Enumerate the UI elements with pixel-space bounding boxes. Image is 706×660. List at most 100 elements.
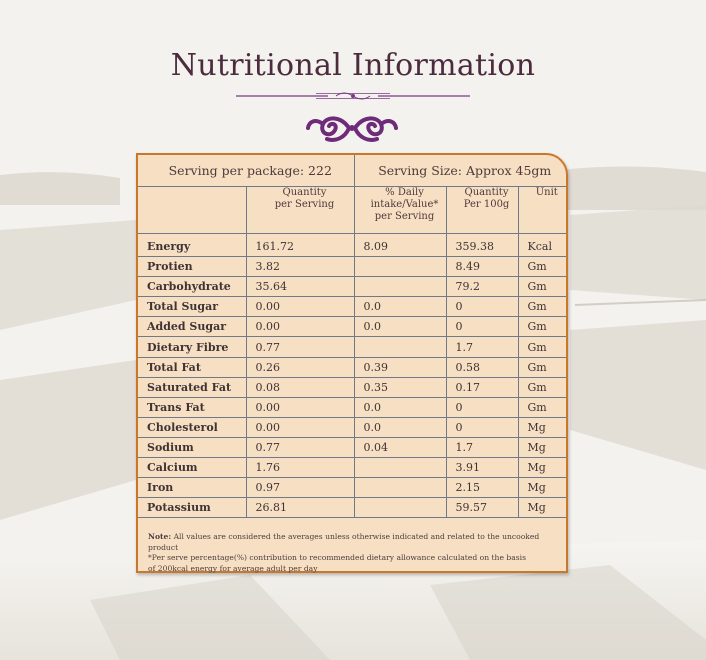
nutrient-name: Dietary Fibre	[138, 336, 247, 358]
unit-value: Gm	[517, 316, 567, 338]
per-100g-value: 0	[445, 296, 519, 318]
daily-intake-value: 0.0	[353, 316, 447, 338]
nutrient-name: Saturated Fat	[138, 376, 247, 398]
notes: Note: All values are considered the aver…	[148, 532, 560, 574]
per-serving-value: 0.00	[245, 396, 355, 418]
purple-flourish-ornament	[306, 116, 398, 142]
daily-intake-value: 0.35	[353, 376, 447, 398]
table-row: Energy 161.72 8.09 359.38 Kcal	[138, 233, 567, 258]
nutrient-name: Calcium	[138, 457, 247, 479]
per-serving-value: 1.76	[245, 457, 355, 479]
per-100g-value: 0	[445, 396, 519, 418]
table-row: Carbohydrate 35.64 79.2 Gm	[138, 276, 567, 298]
nutrition-card: Serving per package: 222 Serving Size: A…	[136, 153, 568, 573]
unit-value: Gm	[517, 336, 567, 358]
nutrient-name: Sodium	[138, 436, 247, 459]
daily-intake-value	[353, 256, 447, 278]
per-100g-value: 1.7	[445, 336, 519, 358]
nutrient-name: Protien	[138, 256, 247, 278]
nutrient-name: Energy	[138, 233, 247, 258]
note-label: Note:	[148, 532, 172, 541]
per-serving-value: 0.26	[245, 356, 355, 378]
unit-value: Mg	[517, 436, 567, 459]
column-header-row: Quantity per Serving % Daily intake/Valu…	[138, 186, 567, 234]
header-qty-per-serving: Quantity per Serving	[245, 186, 355, 234]
unit-value: Gm	[517, 376, 567, 398]
page-title: Nutritional Information	[170, 48, 536, 83]
nutrient-name: Potassium	[138, 497, 247, 519]
per-100g-value: 0	[445, 416, 519, 438]
footnote-line-1: *Per serve percentage(%) contribution to…	[148, 553, 526, 562]
unit-value: Gm	[517, 396, 567, 418]
unit-value: Gm	[517, 296, 567, 318]
table-row: Total Fat 0.26 0.39 0.58 Gm	[138, 356, 567, 378]
nutrient-name: Total Fat	[138, 356, 247, 378]
daily-intake-value	[353, 457, 447, 479]
serving-row: Serving per package: 222 Serving Size: A…	[138, 155, 567, 187]
per-serving-value: 161.72	[245, 233, 355, 258]
daily-intake-value	[353, 276, 447, 298]
per-serving-value: 0.00	[245, 316, 355, 338]
per-serving-value: 3.82	[245, 256, 355, 278]
daily-intake-value: 0.0	[353, 396, 447, 418]
per-serving-value: 0.00	[245, 416, 355, 438]
nutrition-table: Serving per package: 222 Serving Size: A…	[138, 155, 567, 519]
title-underline-ornament	[236, 92, 470, 100]
footnote-line-2: of 200kcal energy for average adult per …	[148, 563, 318, 573]
nutrient-name: Trans Fat	[138, 396, 247, 418]
unit-value: Mg	[517, 416, 567, 438]
per-serving-value: 0.08	[245, 376, 355, 398]
per-100g-value: 79.2	[445, 276, 519, 298]
unit-value: Mg	[517, 497, 567, 519]
table-row: Calcium 1.76 3.91 Mg	[138, 457, 567, 479]
per-100g-value: 1.7	[445, 436, 519, 459]
serving-size: Serving Size: Approx 45gm	[353, 155, 567, 187]
table-row: Total Sugar 0.00 0.0 0 Gm	[138, 296, 567, 318]
nutrient-name: Total Sugar	[138, 296, 247, 318]
per-100g-value: 0	[445, 316, 519, 338]
daily-intake-value	[353, 497, 447, 519]
unit-value: Kcal	[517, 233, 567, 258]
table-row: Added Sugar 0.00 0.0 0 Gm	[138, 316, 567, 338]
unit-value: Gm	[517, 256, 567, 278]
table-row: Iron 0.97 2.15 Mg	[138, 477, 567, 499]
per-serving-value: 0.77	[245, 436, 355, 459]
header-unit: Unit	[517, 186, 567, 234]
table-row: Cholesterol 0.00 0.0 0 Mg	[138, 416, 567, 438]
daily-intake-value	[353, 477, 447, 499]
daily-intake-value: 0.39	[353, 356, 447, 378]
table-row: Saturated Fat 0.08 0.35 0.17 Gm	[138, 376, 567, 398]
nutrient-rows: Energy 161.72 8.09 359.38 Kcal Protien 3.82 8.4…	[138, 233, 567, 519]
per-100g-value: 2.15	[445, 477, 519, 499]
per-serving-value: 35.64	[245, 276, 355, 298]
header-qty-per-100g: Quantity Per 100g	[445, 186, 519, 234]
unit-value: Mg	[517, 457, 567, 479]
daily-intake-value: 8.09	[353, 233, 447, 258]
nutrient-name: Iron	[138, 477, 247, 499]
header-nutrient-blank	[138, 186, 247, 234]
nutrient-name: Added Sugar	[138, 316, 247, 338]
table-row: Sodium 0.77 0.04 1.7 Mg	[138, 436, 567, 459]
nutrient-name: Cholesterol	[138, 416, 247, 438]
per-100g-value: 359.38	[445, 233, 519, 258]
note-line: Note: All values are considered the aver…	[148, 532, 560, 553]
per-serving-value: 0.97	[245, 477, 355, 499]
table-row: Protien 3.82 8.49 Gm	[138, 256, 567, 278]
per-serving-value: 26.81	[245, 497, 355, 519]
daily-intake-value: 0.0	[353, 296, 447, 318]
serving-per-package: Serving per package: 222	[138, 155, 355, 187]
table-row: Potassium 26.81 59.57 Mg	[138, 497, 567, 519]
note-text: All values are considered the averages u…	[148, 532, 540, 552]
unit-value: Gm	[517, 276, 567, 298]
unit-value: Gm	[517, 356, 567, 378]
unit-value: Mg	[517, 477, 567, 499]
table-row: Dietary Fibre 0.77 1.7 Gm	[138, 336, 567, 358]
per-serving-value: 0.77	[245, 336, 355, 358]
per-serving-value: 0.00	[245, 296, 355, 318]
nutrient-name: Carbohydrate	[138, 276, 247, 298]
per-100g-value: 8.49	[445, 256, 519, 278]
daily-intake-value	[353, 336, 447, 358]
daily-intake-value: 0.0	[353, 416, 447, 438]
table-row: Trans Fat 0.00 0.0 0 Gm	[138, 396, 567, 418]
per-100g-value: 3.91	[445, 457, 519, 479]
